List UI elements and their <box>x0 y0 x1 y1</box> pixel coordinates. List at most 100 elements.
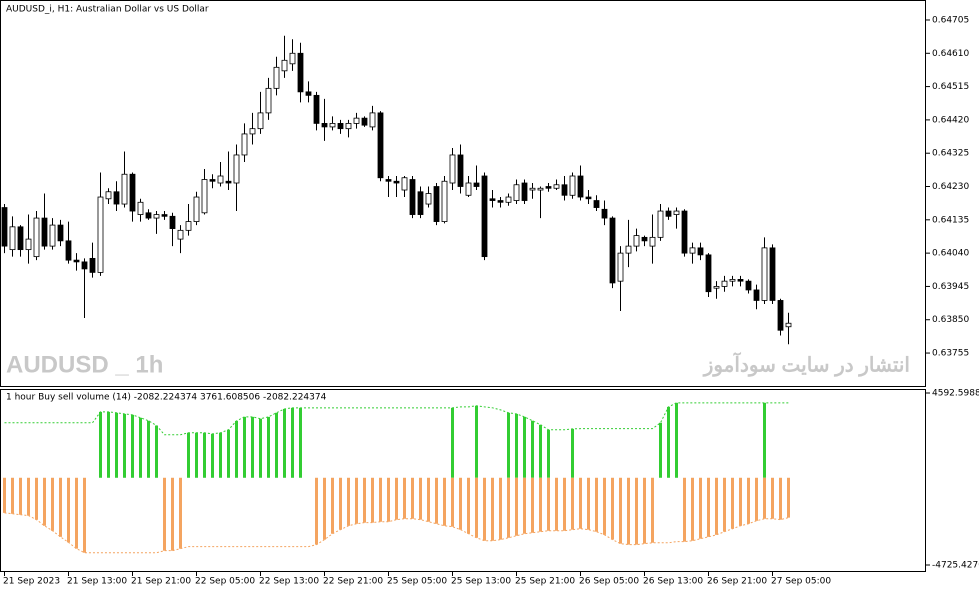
x-tick-label: 26 Sep 05:00 <box>579 577 639 587</box>
volume-bar <box>579 477 582 529</box>
chart-title: AUDUSD_i, H1: Australian Dollar vs US Do… <box>6 5 209 15</box>
candle-body <box>1 207 8 247</box>
volume-bar <box>747 477 750 524</box>
volume-bar <box>523 477 526 534</box>
volume-bar <box>651 477 654 543</box>
candle-body <box>713 286 720 289</box>
volume-bar <box>315 477 318 545</box>
volume-bar <box>555 477 558 531</box>
volume-bar <box>531 477 534 533</box>
candle-body <box>649 236 656 247</box>
candle-body <box>465 182 472 196</box>
candle-body <box>569 175 576 196</box>
candle-body <box>409 179 416 215</box>
candle-body <box>689 247 696 254</box>
candle-body <box>41 217 48 247</box>
volume-bar <box>227 429 230 478</box>
candle-body <box>697 247 704 256</box>
x-tick-label: 21 Sep 13:00 <box>67 577 127 587</box>
volume-bar <box>587 477 590 530</box>
candle-body <box>305 91 312 96</box>
candle-body <box>777 300 784 331</box>
volume-bar <box>267 416 270 478</box>
volume-bar <box>171 477 174 551</box>
volume-bar <box>675 402 678 478</box>
volume-bar <box>491 477 494 541</box>
volume-bar <box>563 477 566 531</box>
candle-body <box>185 221 192 231</box>
volume-bar <box>355 477 358 524</box>
candle-body <box>473 182 480 187</box>
y-tick-label: 4592.59883 <box>932 389 979 399</box>
candle-body <box>753 289 760 301</box>
volume-bar <box>419 477 422 520</box>
volume-bar <box>35 477 38 520</box>
volume-bar <box>291 407 294 478</box>
volume-bar <box>515 413 518 478</box>
candle-body <box>153 214 160 219</box>
volume-bar <box>219 432 222 478</box>
volume-bar <box>571 428 574 478</box>
y-tick-label: 0.64135 <box>932 215 969 225</box>
y-tick-label: 0.64610 <box>932 49 969 59</box>
candle-body <box>505 196 512 203</box>
candle-body <box>65 240 72 261</box>
candle-body <box>441 180 448 222</box>
candle-body <box>513 184 520 201</box>
candle-body <box>217 175 224 184</box>
volume-bar <box>571 477 574 530</box>
candle-body <box>129 173 136 212</box>
volume-bar <box>163 477 166 551</box>
candle-body <box>633 235 640 247</box>
candle-body <box>17 226 24 251</box>
y-tick-label: 0.64515 <box>932 82 969 92</box>
candle-body <box>97 196 104 273</box>
candle-body <box>73 259 80 263</box>
volume-bar <box>523 416 526 478</box>
volume-bar <box>755 477 758 521</box>
x-tick-label: 22 Sep 05:00 <box>195 577 255 587</box>
volume-bar <box>635 477 638 545</box>
candle-body <box>345 123 352 130</box>
candle-body <box>673 210 680 215</box>
volume-bar <box>539 424 542 478</box>
volume-bar <box>739 477 742 526</box>
candle-body <box>337 123 344 130</box>
candle-body <box>393 180 400 184</box>
volume-bar <box>179 477 182 549</box>
volume-bar <box>115 412 118 478</box>
volume-bar <box>243 416 246 478</box>
candle-body <box>57 224 64 242</box>
candle-body <box>769 247 776 301</box>
volume-bar <box>211 433 214 478</box>
candle-body <box>625 245 632 254</box>
volume-bar <box>435 477 438 524</box>
candle-body <box>313 94 320 124</box>
candle-body <box>609 217 616 284</box>
candle-body <box>289 52 296 65</box>
candle-body <box>241 133 248 156</box>
volume-bar <box>259 418 262 478</box>
candle-body <box>489 198 496 201</box>
candle-body <box>249 128 256 135</box>
candle-body <box>729 279 736 282</box>
candle-body <box>81 261 88 270</box>
volume-bar <box>147 420 150 478</box>
volume-bar <box>723 477 726 532</box>
candle-body <box>257 112 264 130</box>
candle-body <box>617 252 624 282</box>
volume-bar <box>131 414 134 478</box>
candle-body <box>33 217 40 258</box>
candle-body <box>105 191 112 200</box>
volume-bar <box>139 417 142 478</box>
volume-bar <box>619 477 622 544</box>
candle-body <box>529 187 536 191</box>
x-tick-label: 25 Sep 13:00 <box>451 577 511 587</box>
x-tick-label: 26 Sep 21:00 <box>707 577 767 587</box>
volume-bar <box>475 405 478 478</box>
volume-bar <box>195 432 198 478</box>
volume-bar <box>387 477 390 522</box>
volume-bar <box>187 432 190 478</box>
candle-body <box>745 280 752 291</box>
volume-bar <box>499 477 502 540</box>
